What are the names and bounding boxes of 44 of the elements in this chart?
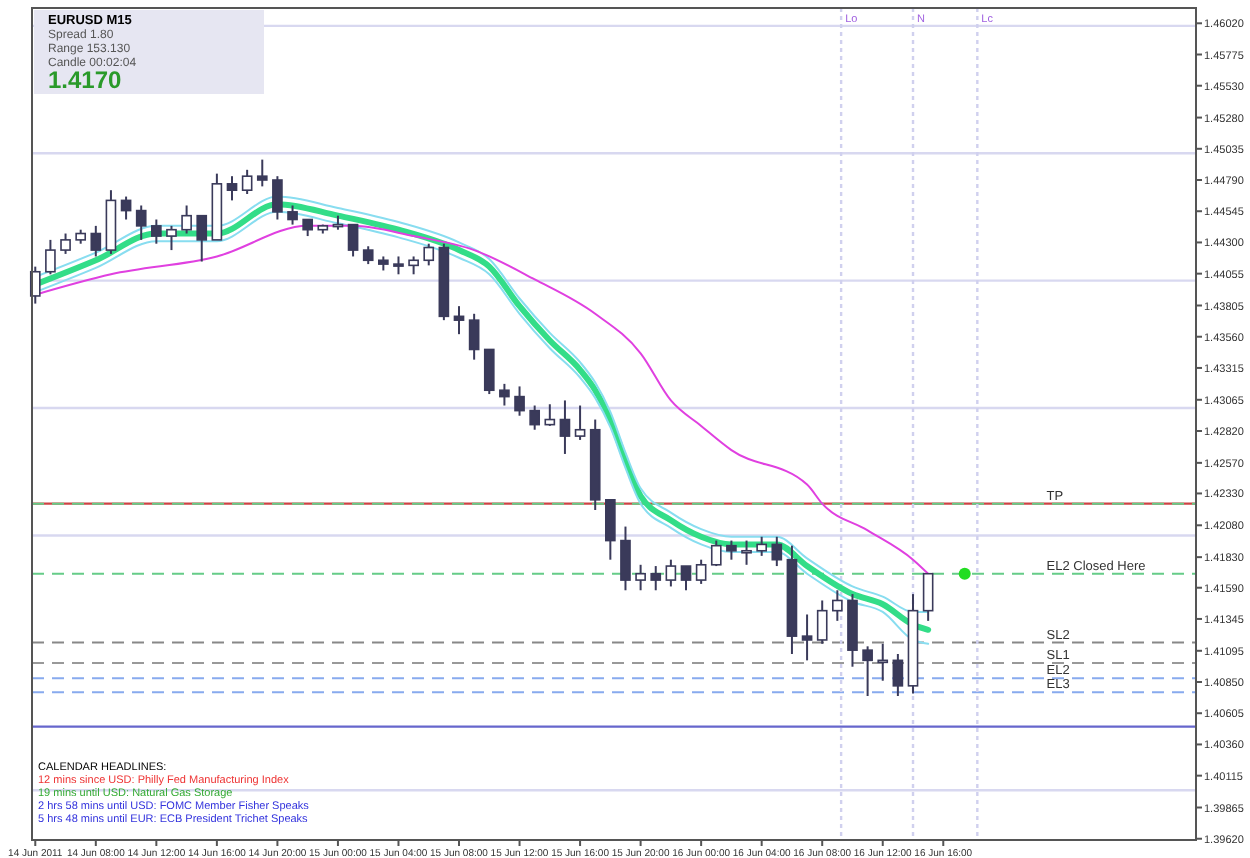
candlestick — [635, 563, 646, 592]
annotation: 1.4170 — [48, 66, 123, 94]
candlestick — [680, 565, 692, 592]
candlestick — [347, 223, 359, 258]
candlestick — [816, 599, 828, 645]
candlestick — [256, 158, 268, 188]
candlestick — [272, 175, 283, 221]
candlestick — [650, 565, 662, 592]
candlestick — [832, 589, 843, 622]
candlestick — [529, 404, 541, 431]
candlestick — [726, 539, 737, 561]
candlestick — [499, 382, 510, 407]
candlestick — [196, 214, 208, 263]
candlestick — [483, 348, 495, 396]
candlestick — [166, 224, 177, 252]
candlestick — [151, 218, 162, 245]
candlestick — [922, 572, 934, 622]
candlestick — [756, 535, 768, 557]
candlestick — [60, 232, 71, 255]
candlestick — [771, 535, 783, 568]
candlestick — [135, 204, 147, 241]
candlestick — [181, 204, 192, 235]
candlestick — [877, 642, 889, 682]
candlestick — [605, 498, 616, 561]
candlestick — [710, 539, 722, 568]
candlestick — [241, 168, 253, 196]
candlestick — [226, 175, 238, 202]
candlestick — [468, 312, 480, 361]
candlestick — [544, 403, 556, 427]
candlestick — [423, 242, 435, 267]
candlestick — [287, 204, 298, 226]
candlestick — [665, 558, 677, 588]
candlestick — [559, 399, 571, 455]
candlestick — [45, 238, 56, 276]
candlestick — [741, 539, 752, 566]
candlestick — [801, 613, 813, 662]
candlestick — [453, 305, 465, 336]
candlestick — [862, 645, 873, 698]
candlestick — [574, 404, 586, 441]
candlestick — [90, 224, 102, 258]
candlestick — [892, 652, 904, 698]
candlestick — [620, 525, 631, 592]
candlestick — [695, 558, 707, 585]
candlestick — [514, 385, 525, 417]
